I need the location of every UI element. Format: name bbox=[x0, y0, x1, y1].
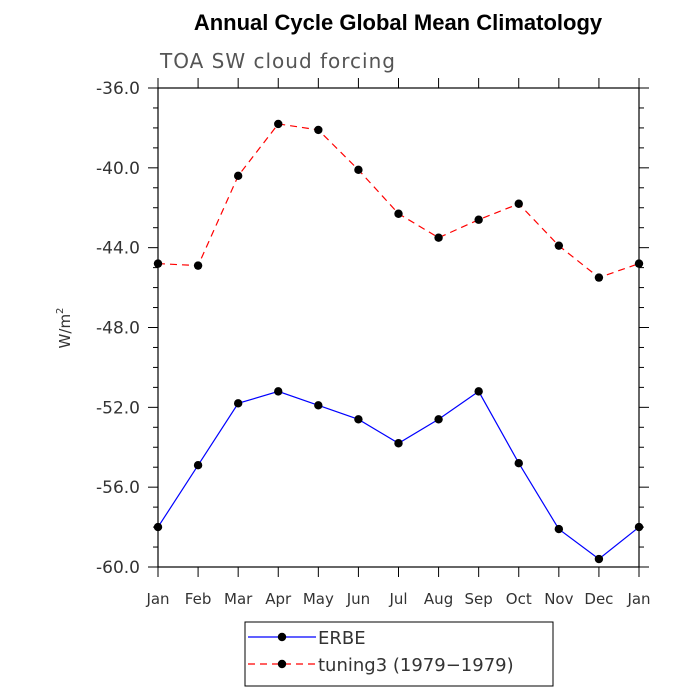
chart-subtitle: TOA SW cloud forcing bbox=[159, 49, 396, 73]
legend-marker-erbe bbox=[277, 632, 287, 642]
series-point-0 bbox=[434, 415, 443, 424]
x-tick-label: Dec bbox=[584, 590, 613, 608]
legend-label-erbe: ERBE bbox=[318, 628, 366, 649]
series-point-1 bbox=[474, 215, 483, 224]
axis-ticks bbox=[148, 78, 649, 577]
series-point-1 bbox=[274, 119, 283, 129]
plot-series bbox=[153, 119, 644, 564]
series-point-0 bbox=[274, 387, 283, 396]
x-tick-label: Jul bbox=[388, 590, 407, 608]
series-point-0 bbox=[314, 401, 323, 410]
series-point-0 bbox=[193, 461, 203, 470]
y-tick-label: -36.0 bbox=[96, 79, 140, 99]
y-tick-label: -56.0 bbox=[96, 478, 140, 498]
x-tick-label: Nov bbox=[544, 590, 573, 608]
y-tick-label: -40.0 bbox=[96, 159, 140, 179]
y-tick-label: -52.0 bbox=[96, 398, 140, 418]
series-point-0 bbox=[594, 554, 604, 564]
legend: ERBE tuning3 (1979−1979) bbox=[244, 621, 554, 687]
series-point-1 bbox=[233, 171, 243, 181]
series-point-1 bbox=[354, 165, 363, 175]
x-tick-label: Jan bbox=[145, 590, 169, 608]
series-line-1 bbox=[157, 123, 640, 279]
svg-text:W/m2: W/m2 bbox=[55, 308, 74, 349]
y-tick-label: -48.0 bbox=[96, 319, 140, 339]
x-tick-label: May bbox=[303, 590, 334, 608]
series-point-0 bbox=[354, 415, 363, 424]
x-tick-label: Sep bbox=[465, 590, 493, 608]
series-point-0 bbox=[554, 524, 564, 534]
legend-label-tuning3: tuning3 (1979−1979) bbox=[318, 655, 514, 676]
x-tick-label: Apr bbox=[265, 590, 292, 608]
y-axis-label-superscript: 2 bbox=[55, 308, 66, 314]
y-tick-label: -60.0 bbox=[96, 558, 140, 578]
y-tick-label: -44.0 bbox=[96, 239, 140, 259]
legend-marker-tuning3 bbox=[277, 659, 287, 669]
x-tick-label: Oct bbox=[506, 590, 532, 608]
x-tick-label: Jun bbox=[346, 590, 370, 608]
series-point-0 bbox=[514, 459, 523, 468]
x-tick-label: Feb bbox=[185, 590, 212, 608]
series-point-1 bbox=[554, 241, 564, 250]
series-point-1 bbox=[434, 233, 443, 242]
series-point-0 bbox=[233, 399, 243, 408]
series-point-1 bbox=[193, 261, 203, 270]
series-point-1 bbox=[394, 209, 403, 218]
series-point-0 bbox=[474, 387, 483, 396]
x-tick-label: Aug bbox=[424, 590, 453, 608]
y-tick-labels: -36.0 -40.0 -44.0 -48.0 -52.0 -56.0 -60.0 bbox=[96, 79, 140, 578]
series-point-1 bbox=[514, 199, 523, 208]
x-tick-label: Jan bbox=[626, 590, 650, 608]
y-axis-title: W/m2 bbox=[55, 308, 74, 349]
y-axis-label: W/m bbox=[56, 314, 74, 349]
chart-title: Annual Cycle Global Mean Climatology bbox=[194, 10, 603, 35]
x-tick-labels: Jan Feb Mar Apr May Jun Jul Aug Sep Oct Nov Dec Jan bbox=[145, 590, 650, 608]
series-line-0 bbox=[157, 390, 640, 560]
series-point-1 bbox=[594, 273, 604, 282]
plot-frame bbox=[157, 87, 640, 568]
x-tick-label: Mar bbox=[224, 590, 253, 608]
series-point-0 bbox=[394, 439, 403, 448]
legend-box bbox=[244, 621, 554, 687]
series-point-1 bbox=[314, 125, 323, 135]
